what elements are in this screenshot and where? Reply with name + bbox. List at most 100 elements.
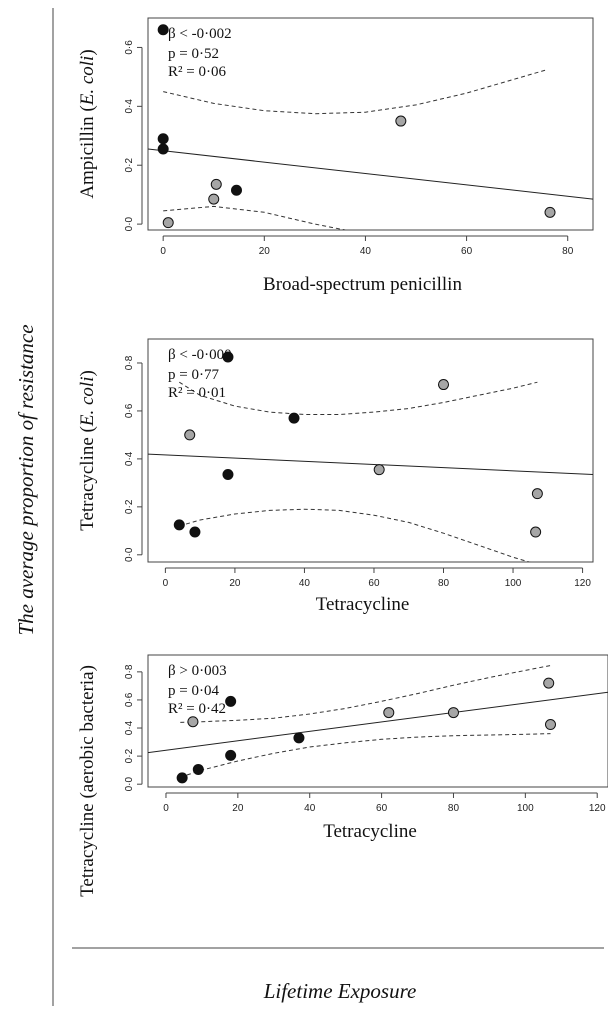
x-tick-label: 40: [304, 803, 316, 814]
y-tick-label: 0·4: [124, 720, 135, 735]
data-point-grey: [447, 707, 459, 719]
fit: [148, 691, 608, 754]
data-point-black: [288, 412, 300, 424]
x-tick-label: 120: [574, 578, 591, 589]
data-point-grey: [543, 677, 555, 689]
x-axis-title: Broad-spectrum penicillin: [263, 274, 462, 295]
data-point-black: [189, 526, 201, 538]
data-point-black: [176, 772, 188, 784]
x-axis-title: Tetracycline: [316, 594, 410, 615]
y-title-pre: Ampicillin (: [77, 105, 98, 198]
panel-tetracycline-aerobic: 0 20 40 60 80 100 120 0·0 0·2 0·4 0·6 0·8 β > 0·00…: [77, 654, 608, 897]
data-point-grey: [545, 719, 556, 731]
data-point-grey: [208, 193, 220, 205]
x-tick-label: 120: [589, 803, 606, 814]
data-point-grey: [544, 206, 556, 218]
y-title-pre: Tetracycline (: [77, 426, 98, 531]
x-tick-label: 60: [376, 803, 388, 814]
data-point-black: [192, 763, 204, 775]
x-tick-label: 60: [461, 246, 473, 257]
panel-tetracycline-ecoli: 0 20 40 60 80 100 120 0·0 0·2 0·4 0·6 0·8 β < -0·0…: [77, 338, 594, 615]
data-point-grey: [373, 464, 385, 476]
data-point-black: [173, 519, 185, 531]
y-title-em: E. coli: [77, 377, 98, 428]
x-tick-label: 80: [448, 803, 460, 814]
ci-upper-line: [163, 69, 548, 115]
regression-line: [148, 691, 608, 754]
global-y-label: The average proportion of resistance: [14, 324, 38, 635]
y-tick-label: 0·8: [124, 664, 135, 679]
y-axis: 0·0 0·2 0·4 0·6 0·8: [124, 355, 143, 562]
stat-r2: R² = 0·06: [168, 64, 226, 80]
y-tick-label: 0·4: [124, 451, 135, 466]
stat-beta: β > 0·003: [168, 663, 227, 679]
plot-frame: [147, 17, 594, 231]
x-axis: 0 20 40 60 80: [160, 235, 574, 257]
y-tick-label: 0·0: [124, 216, 135, 231]
y-tick-label: 0·6: [124, 403, 135, 418]
x-tick-label: 20: [229, 578, 241, 589]
x-axis-title: Tetracycline: [323, 821, 417, 842]
ci-upper-line: [180, 665, 551, 723]
data-point-black: [157, 143, 169, 155]
ci-band: [179, 381, 538, 562]
ci-lower-line: [179, 508, 532, 562]
x-tick-label: 40: [299, 578, 311, 589]
y-title-em: E. coli: [77, 56, 98, 107]
ci-lower-line: [163, 205, 346, 230]
data-point-black: [222, 351, 234, 363]
fit: [148, 148, 593, 200]
y-tick-label: 0·0: [124, 777, 135, 792]
y-tick-label: 0·8: [124, 355, 135, 370]
ci-band: [180, 665, 551, 778]
data-point-black: [293, 732, 305, 744]
points: [173, 351, 543, 538]
data-point-grey: [530, 526, 542, 538]
y-axis: 0·0 0·2 0·4 0·6: [124, 40, 143, 231]
regression-line: [148, 148, 593, 200]
data-point-black: [230, 184, 242, 196]
x-tick-label: 0: [163, 578, 169, 589]
data-point-grey: [210, 178, 222, 190]
x-tick-label: 80: [438, 578, 450, 589]
points: [176, 677, 556, 784]
y-tick-label: 0·0: [124, 547, 135, 562]
data-point-grey: [383, 707, 395, 719]
y-axis-title: Ampicillin (E. coli): [77, 49, 98, 198]
y-tick-label: 0·4: [124, 99, 135, 114]
plot-frame: [147, 338, 594, 563]
x-tick-label: 60: [368, 578, 380, 589]
data-point-grey: [187, 716, 199, 728]
x-axis: 0 20 40 60 80 100 120: [163, 567, 591, 589]
data-point-grey: [438, 379, 450, 391]
stat-p: p = 0·77: [168, 367, 219, 383]
stat-p: p = 0·04: [168, 683, 219, 699]
y-tick-label: 0·6: [124, 692, 135, 707]
fit: [148, 453, 593, 475]
data-point-grey: [162, 217, 174, 229]
regression-line: [148, 453, 593, 475]
x-tick-label: 80: [562, 246, 574, 257]
plot-frame: [147, 654, 608, 788]
data-point-grey: [531, 488, 543, 500]
y-title-post: ): [77, 370, 98, 376]
data-point-black: [222, 468, 234, 480]
x-tick-label: 20: [232, 803, 244, 814]
global-x-label: Lifetime Exposure: [263, 979, 417, 1003]
x-axis: 0 20 40 60 80 100 120: [163, 792, 606, 814]
data-point-grey: [395, 115, 407, 127]
data-point-black: [157, 133, 169, 145]
x-tick-label: 20: [259, 246, 271, 257]
y-tick-label: 0·6: [124, 40, 135, 55]
y-axis-title: Tetracycline (E. coli): [77, 370, 98, 531]
ci-band: [163, 69, 548, 230]
stat-beta: β < -0·002: [168, 26, 232, 42]
x-tick-label: 0: [163, 803, 169, 814]
x-tick-label: 100: [505, 578, 522, 589]
x-tick-label: 0: [160, 246, 166, 257]
stat-r2: R² = 0·01: [168, 385, 226, 401]
y-axis-title: Tetracycline (aerobic bacteria): [77, 665, 98, 897]
y-tick-label: 0·2: [124, 748, 135, 763]
y-title-post: ): [77, 49, 98, 55]
